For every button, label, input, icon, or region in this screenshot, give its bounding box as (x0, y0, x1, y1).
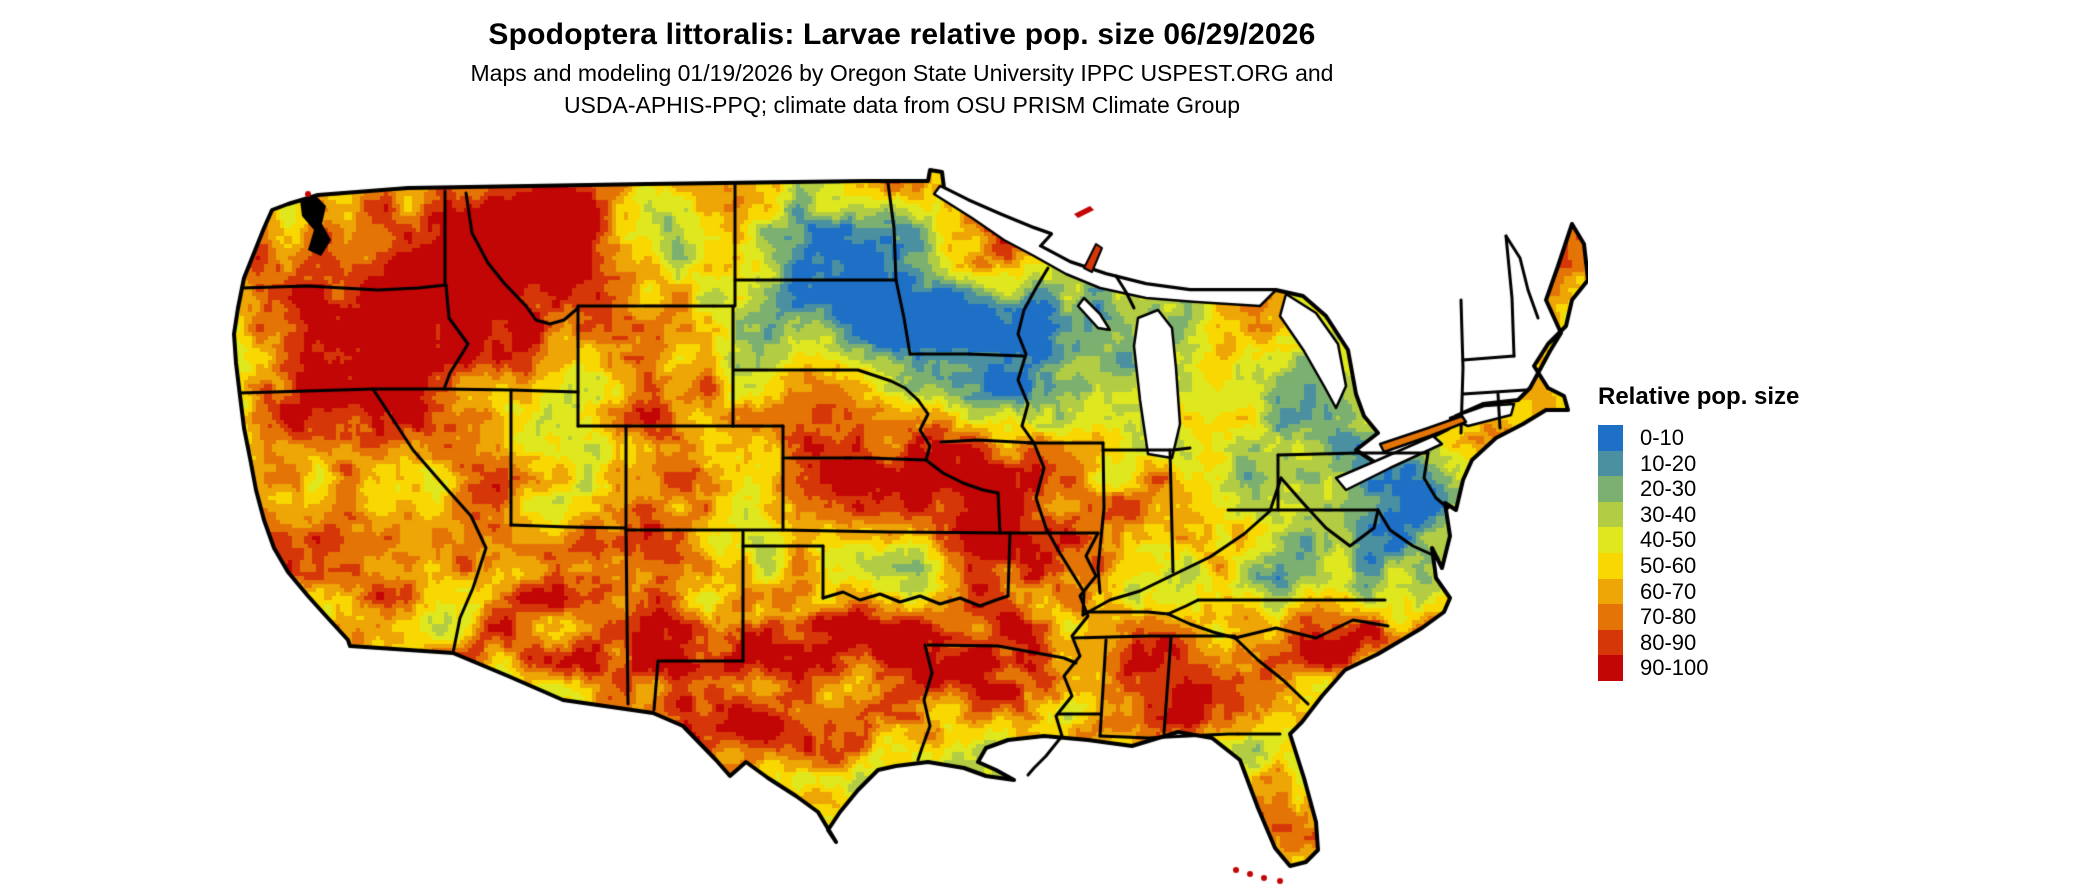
legend-swatch (1598, 604, 1623, 630)
legend-label: 10-20 (1640, 450, 1697, 476)
legend-label: 80-90 (1640, 629, 1697, 655)
legend-item: 60-70 (1598, 578, 1898, 605)
legend-swatch (1598, 425, 1623, 451)
legend-item: 50-60 (1598, 552, 1898, 579)
legend-swatch (1598, 501, 1623, 528)
legend-label: 70-80 (1640, 604, 1697, 630)
legend-item: 80-90 (1598, 629, 1898, 656)
legend-label: 40-50 (1640, 527, 1697, 553)
legend-swatch (1598, 655, 1623, 681)
legend-item: 10-20 (1598, 450, 1898, 477)
legend-item: 40-50 (1598, 527, 1898, 553)
map-subtitle-line1: Maps and modeling 01/19/2026 by Oregon S… (470, 60, 1334, 86)
legend-label: 0-10 (1640, 425, 1685, 450)
legend-item: 90-100 (1598, 655, 1898, 681)
legend-swatch (1598, 476, 1623, 502)
legend-swatch (1598, 578, 1623, 605)
map-subtitle-line2: USDA-APHIS-PPQ; climate data from OSU PR… (563, 92, 1241, 118)
legend-label: 90-100 (1640, 655, 1709, 681)
legend-label: 20-30 (1640, 476, 1697, 502)
legend-label: 50-60 (1640, 552, 1697, 578)
legend-swatch (1598, 527, 1623, 553)
legend-item: 0-10 (1598, 425, 1898, 451)
legend-item: 20-30 (1598, 476, 1898, 502)
legend: Relative pop. size 0-10 10-20 20-30 30-4… (1598, 383, 1898, 681)
legend-item: 30-40 (1598, 501, 1898, 528)
legend-swatch (1598, 450, 1623, 477)
map-title: Spodoptera littoralis: Larvae relative p… (488, 18, 1316, 51)
legend-label: 30-40 (1640, 501, 1697, 527)
legend-swatch (1598, 629, 1623, 656)
legend-swatch (1598, 552, 1623, 579)
us-choropleth-map (228, 148, 1588, 892)
legend-item: 70-80 (1598, 604, 1898, 630)
legend-title: Relative pop. size (1598, 383, 1800, 410)
legend-label: 60-70 (1640, 578, 1697, 604)
